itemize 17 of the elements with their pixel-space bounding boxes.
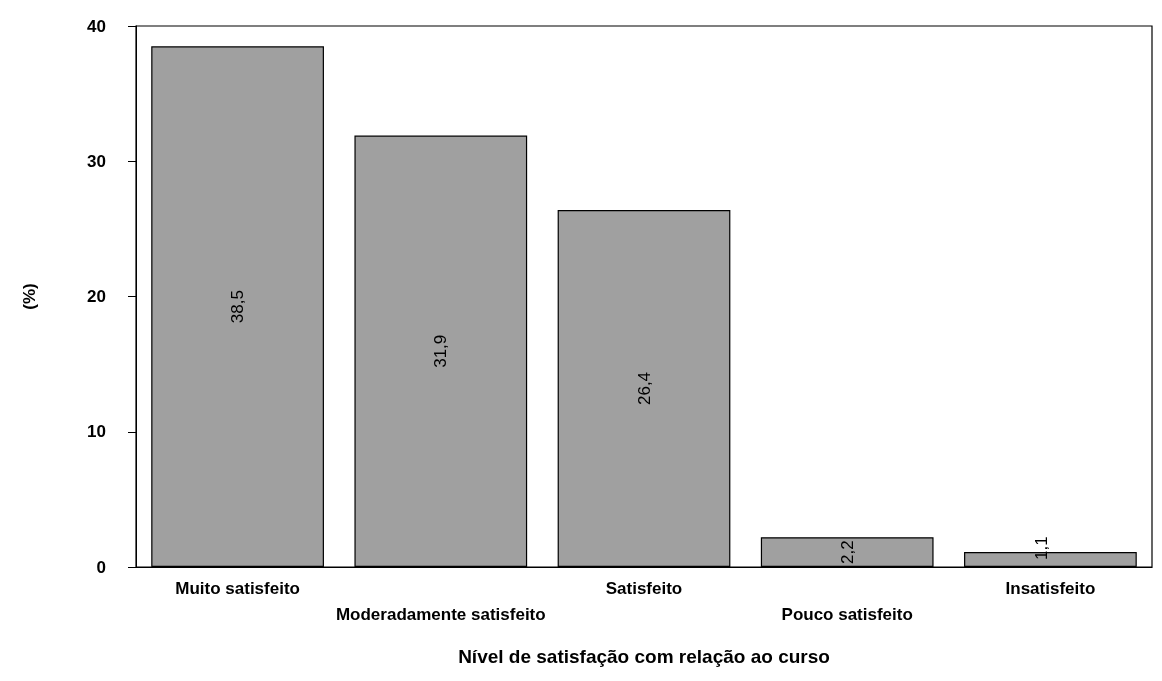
- x-axis-title: Nível de satisfação com relação ao curso: [458, 646, 830, 667]
- y-tick-label: 30: [87, 151, 106, 171]
- x-tick-label: Insatisfeito: [1005, 578, 1096, 598]
- y-tick-label: 0: [96, 557, 106, 577]
- y-axis-title: (%): [20, 283, 39, 310]
- x-tick-label: Moderadamente satisfeito: [335, 604, 546, 624]
- y-tick-label: 10: [87, 422, 106, 442]
- y-tick-label: 20: [87, 287, 106, 306]
- x-tick-label: Muito satisfeito: [175, 578, 300, 598]
- data-label: 26,4: [634, 371, 654, 406]
- x-tick-label: Pouco satisfeito: [781, 604, 913, 624]
- data-label: 1,1: [1032, 536, 1052, 560]
- x-tick-label: Satisfeito: [605, 578, 683, 598]
- data-label: 2,2: [837, 540, 857, 564]
- data-label: 38,5: [228, 290, 248, 324]
- data-label: 31,9: [431, 334, 451, 368]
- y-tick-label: 40: [87, 16, 106, 36]
